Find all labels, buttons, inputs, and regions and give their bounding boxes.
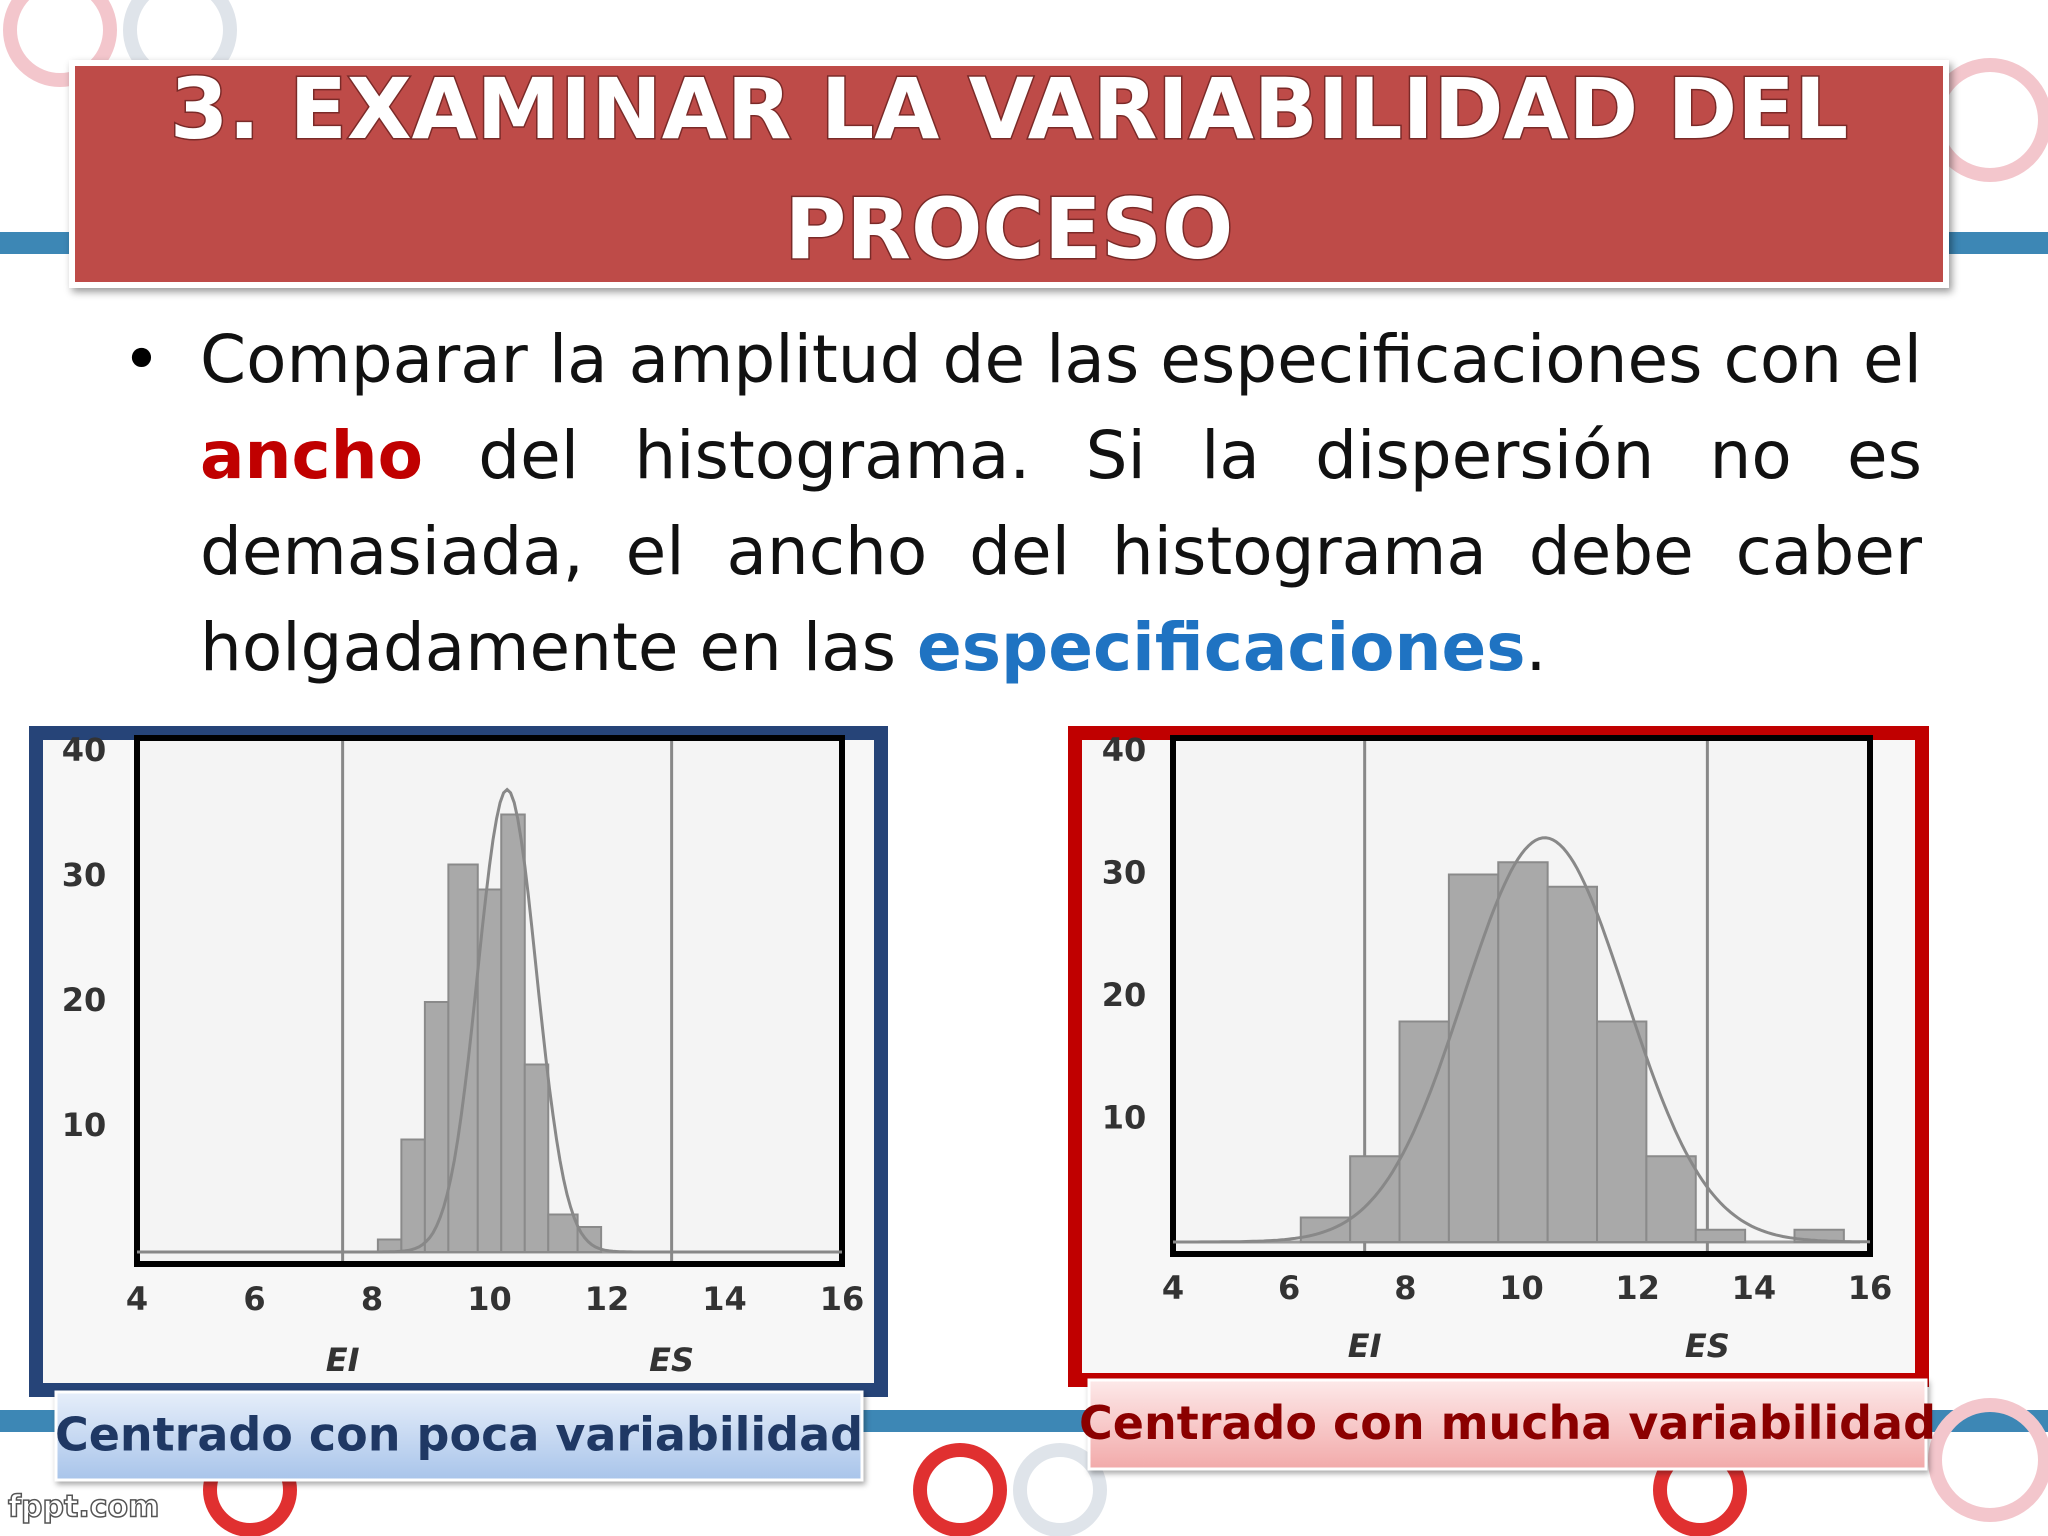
text: Comparar la amplitud de las especificaci… [200,321,1922,398]
highlight: especificaciones [916,609,1526,686]
x-tick-label: 6 [1278,1269,1300,1307]
histogram-bar [523,1063,550,1253]
y-tick-label: 20 [1102,976,1147,1014]
histogram-bar [500,813,526,1253]
spec-limit-label: EI [1348,1327,1382,1365]
spec-limit-label: ES [649,1341,694,1379]
x-tick-label: 8 [1394,1269,1416,1307]
y-tick-label: 10 [62,1106,107,1144]
bullet-text: Comparar la amplitud de las especificaci… [200,312,1922,696]
text: . [1525,609,1547,686]
caption: Centrado con poca variabilidad [55,1408,863,1462]
bullet-marker: • [122,321,161,398]
highlight: ancho [200,417,423,494]
y-tick-label: 30 [62,856,107,894]
spec-limit-label: ES [1685,1327,1730,1365]
caption: Centrado con mucha variabilidad [1079,1396,1936,1450]
x-tick-label: 16 [820,1280,865,1318]
caption-box [54,1390,864,1482]
histogram-bar [423,1001,450,1253]
x-tick-label: 16 [1848,1269,1893,1307]
x-tick-label: 14 [1732,1269,1777,1307]
x-tick-label: 10 [1499,1269,1544,1307]
x-tick-label: 14 [702,1280,747,1318]
histogram-bar [1497,861,1549,1243]
title-banner [69,60,1949,288]
x-tick-label: 4 [126,1280,148,1318]
histogram-bar [1546,885,1599,1243]
x-tick-label: 6 [243,1280,265,1318]
fit-curve [1173,836,1871,1244]
y-tick-label: 30 [1102,854,1147,892]
y-tick-label: 10 [1102,1099,1147,1137]
caption-box [1087,1378,1928,1471]
y-tick-label: 20 [62,981,107,1019]
y-tick-label: 40 [1102,731,1147,769]
histogram-bar [1349,1155,1401,1243]
title-line: 3. EXAMINAR LA VARIABILIDAD DEL [170,60,1848,158]
histogram-bar [547,1213,579,1253]
histogram-bar [1596,1020,1648,1243]
histogram-bar [1398,1020,1450,1243]
histogram-bar [400,1138,426,1253]
x-tick-label: 8 [361,1280,383,1318]
histogram-bar [1694,1228,1747,1243]
footer-logo: fppt.com [8,1490,159,1525]
histogram-bar [1645,1155,1697,1243]
spec-limit-label: EI [326,1341,360,1379]
text: del histograma. Si la dispersión no es d… [200,417,1922,686]
x-tick-label: 12 [1615,1269,1660,1307]
x-tick-label: 4 [1162,1269,1184,1307]
fit-curve [137,787,842,1254]
x-tick-label: 12 [585,1280,630,1318]
x-tick-label: 10 [467,1280,512,1318]
histogram-bar [1447,873,1500,1243]
histogram-bar [447,863,479,1253]
title-line: PROCESO [785,180,1234,278]
y-tick-label: 40 [62,731,107,769]
